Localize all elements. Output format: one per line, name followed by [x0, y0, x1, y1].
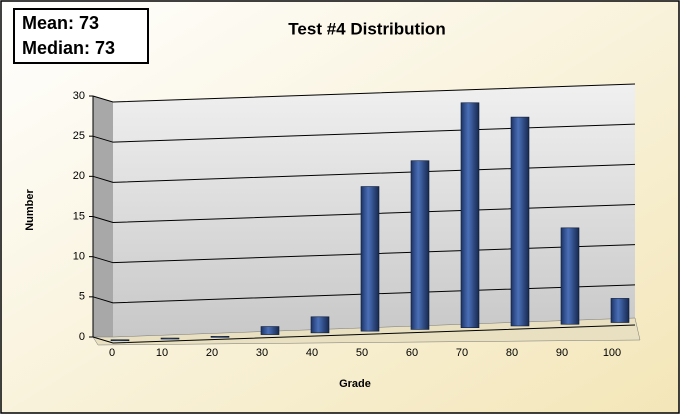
bar: [510, 116, 530, 327]
x-tick-label: 90: [556, 347, 568, 359]
bar: [260, 326, 280, 335]
y-tick-label: 5: [79, 291, 85, 303]
x-tick-label: 40: [306, 347, 318, 359]
x-tick-label: 70: [456, 347, 468, 359]
bar: [610, 298, 630, 323]
bar: [110, 339, 130, 342]
x-tick-label: 10: [156, 347, 168, 359]
mean-label: Mean: 73: [22, 13, 99, 33]
side-wall: [93, 96, 113, 337]
bar: [210, 336, 230, 338]
y-tick-label: 30: [73, 90, 85, 102]
x-axis-title: Grade: [339, 378, 371, 390]
bar: [160, 337, 180, 340]
y-tick-label: 25: [73, 130, 85, 142]
median-label: Median: 73: [22, 38, 115, 58]
y-axis-title: Number: [24, 189, 36, 231]
y-tick-label: 20: [73, 170, 85, 182]
y-tick-label: 10: [73, 251, 85, 263]
chart-title: Test #4 Distribution: [288, 19, 445, 38]
bar: [360, 186, 380, 332]
x-tick-label: 0: [109, 347, 115, 359]
x-tick-label: 80: [506, 347, 518, 359]
bar: [460, 102, 480, 328]
y-tick-label: 0: [79, 331, 85, 343]
x-tick-label: 20: [206, 347, 218, 359]
x-tick-label: 60: [406, 347, 418, 359]
grid-line: [92, 324, 636, 344]
y-tick-label: 15: [73, 210, 85, 222]
floor: [92, 317, 641, 346]
grid-line: [92, 83, 636, 103]
bar: [560, 227, 580, 325]
stats-box: [13, 8, 149, 64]
x-tick-label: 100: [603, 347, 621, 359]
x-tick-label: 30: [256, 347, 268, 359]
x-tick-label: 50: [356, 347, 368, 359]
bar: [310, 316, 330, 334]
bar: [410, 160, 430, 330]
